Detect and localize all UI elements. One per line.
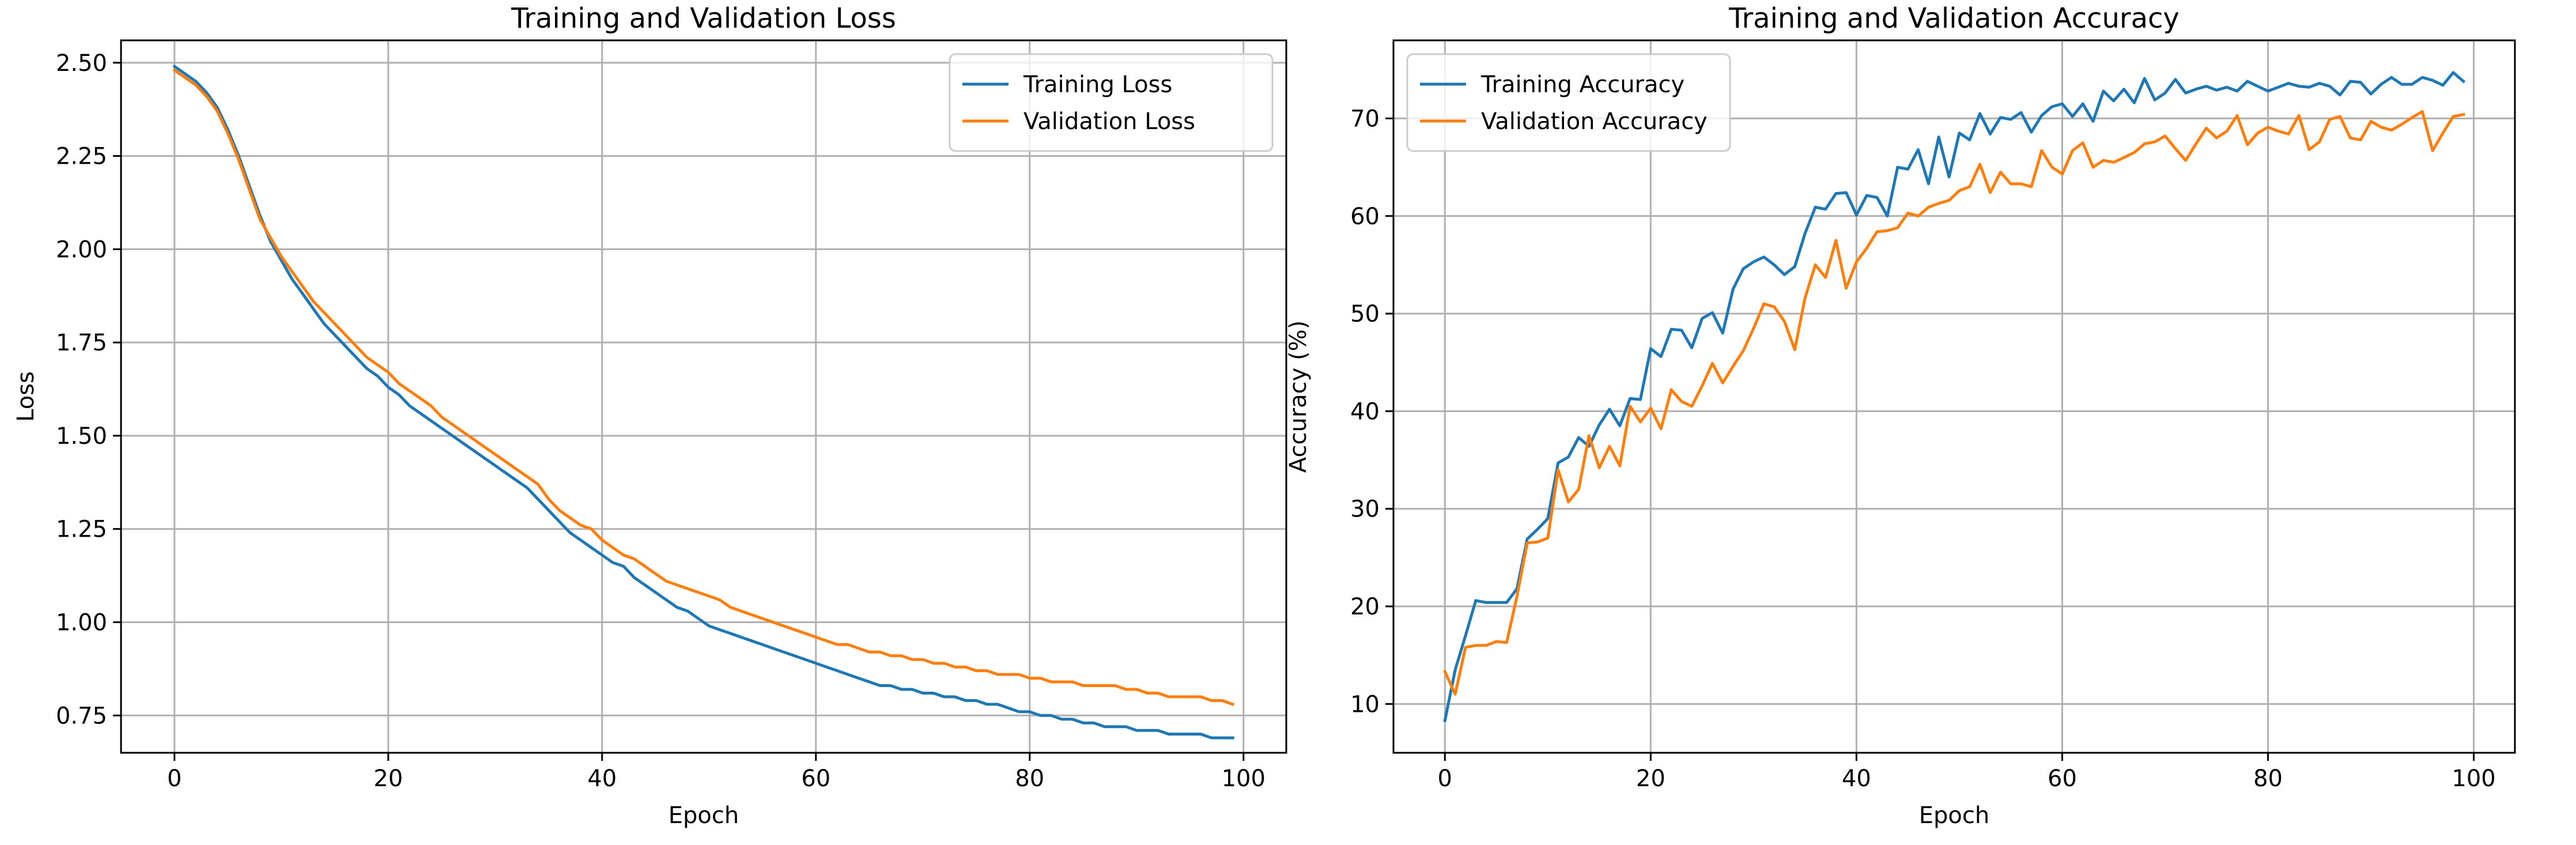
plot-frame — [120, 39, 1287, 754]
x-tick-label: 60 — [801, 765, 830, 792]
x-tick-label: 40 — [1842, 765, 1871, 792]
x-tick-label: 60 — [2048, 765, 2077, 792]
validation-loss-legend-label: Validation Loss — [1023, 108, 1195, 135]
y-tick-label: 70 — [1350, 105, 1380, 132]
y-tick-label: 30 — [1350, 496, 1380, 523]
legend: Training Loss Validation Loss — [949, 53, 1274, 152]
training-accuracy-legend-label: Training Accuracy — [1480, 71, 1684, 98]
y-tick-label: 2.00 — [56, 236, 107, 263]
x-tick-label: 80 — [2253, 765, 2283, 792]
x-tick-label: 100 — [1222, 765, 1266, 792]
legend-box — [1406, 53, 1731, 152]
x-tick-label: 80 — [1015, 765, 1044, 792]
y-tick-label: 20 — [1350, 594, 1380, 620]
y-tick-label: 0.75 — [56, 703, 107, 729]
y-tick-label: 60 — [1350, 203, 1380, 230]
chart-title: Training and Validation Loss — [511, 2, 896, 35]
loss-chart: 0 20 40 60 80 100 0.75 1.00 1.25 1.50 1.75 2.00 2.25… — [13, 2, 1287, 829]
x-tick-label: 0 — [1438, 765, 1452, 792]
plot-frame — [1392, 39, 2516, 754]
y-tick-label: 1.00 — [56, 610, 107, 636]
y-tick-label: 1.50 — [56, 423, 107, 450]
y-tick-label: 40 — [1350, 398, 1380, 425]
x-tick-label: 0 — [167, 765, 182, 792]
validation-loss-line — [172, 68, 1235, 707]
legend: Training Accuracy Validation Accuracy — [1406, 53, 1731, 152]
y-tick-label: 2.25 — [56, 144, 107, 170]
validation-accuracy-line — [1442, 110, 2465, 696]
x-axis-label: Epoch — [1919, 802, 1989, 829]
training-loss-legend-label: Training Loss — [1023, 71, 1172, 98]
y-tick-label: 10 — [1350, 691, 1380, 718]
y-tick-label: 50 — [1350, 301, 1380, 327]
training-accuracy-line — [1443, 71, 2466, 723]
y-tick-label: 1.75 — [56, 330, 107, 356]
x-tick-label: 40 — [587, 765, 617, 792]
training-loss-line — [172, 64, 1234, 740]
x-tick-label: 20 — [373, 765, 403, 792]
y-tick-label: 2.50 — [56, 50, 107, 77]
y-tick-label: 1.25 — [56, 516, 107, 543]
x-tick-label: 100 — [2452, 765, 2495, 792]
accuracy-chart: 0 20 40 60 80 100 10 20 30 40 50 60 70 Training and V… — [1285, 2, 2516, 829]
chart-title: Training and Validation Accuracy — [1728, 2, 2180, 35]
x-tick-label: 20 — [1636, 765, 1665, 792]
x-axis-label: Epoch — [668, 802, 739, 829]
legend-box — [949, 53, 1274, 152]
y-axis-label: Loss — [13, 371, 39, 422]
y-axis-label: Accuracy (%) — [1285, 320, 1312, 473]
validation-accuracy-legend-label: Validation Accuracy — [1481, 108, 1708, 135]
